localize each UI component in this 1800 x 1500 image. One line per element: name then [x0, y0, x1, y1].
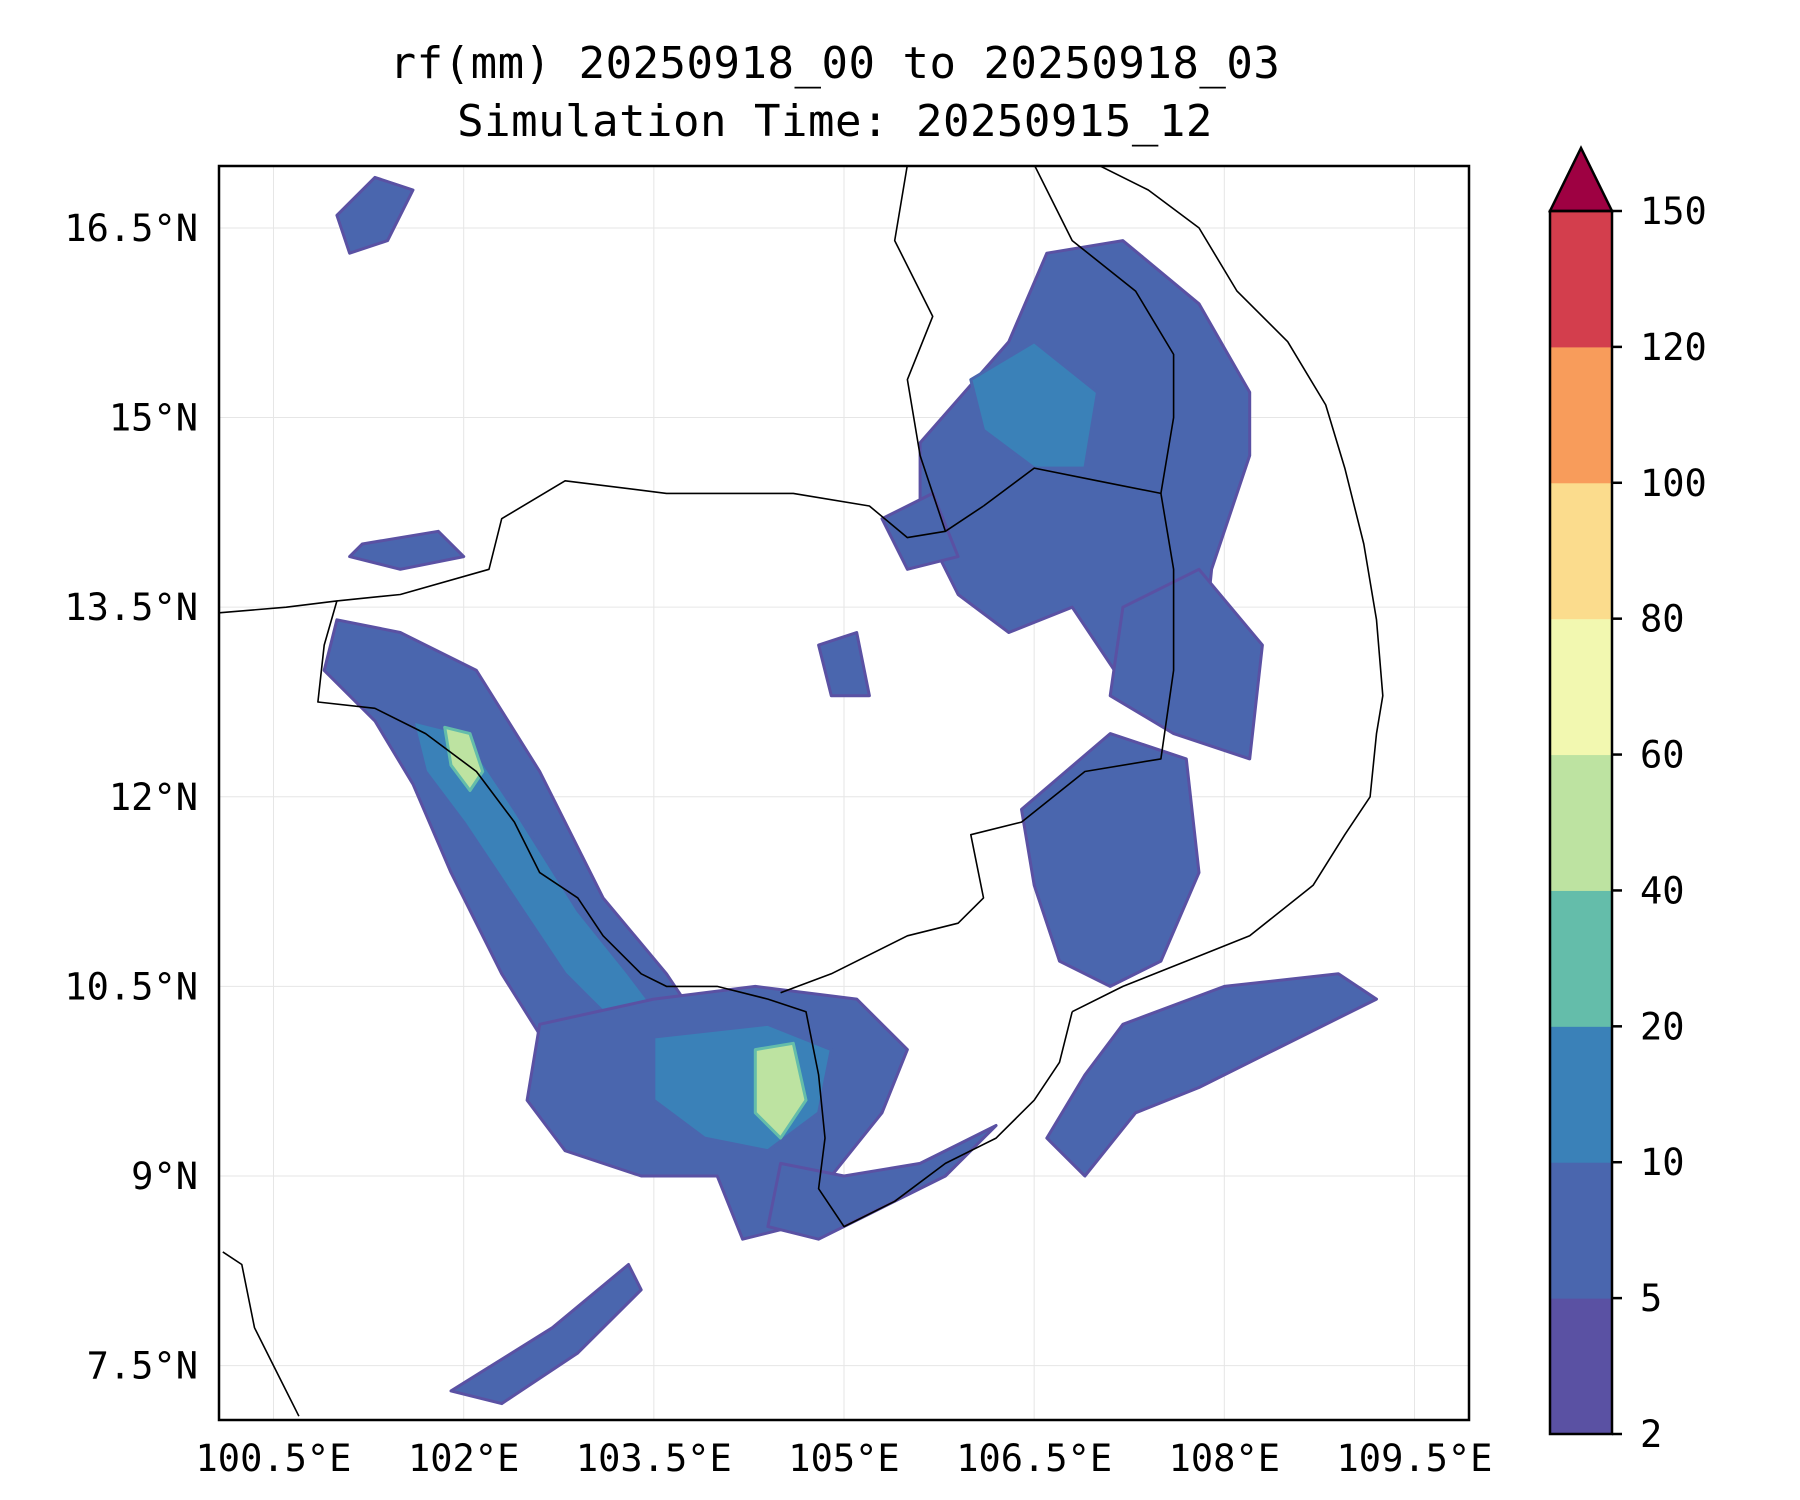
colorbar-band	[1550, 482, 1612, 620]
coastline-gulf-west	[219, 600, 1073, 1228]
latitude-ticks: 7.5°N 9°N 10.5°N 12°N 13.5°N 15°N 16.5°N	[64, 207, 198, 1388]
colorbar-band	[1550, 211, 1612, 348]
y-tick-label: 15°N	[109, 397, 198, 440]
colorbar-tick-label: 10	[1640, 1141, 1685, 1184]
y-tick-label: 12°N	[109, 776, 198, 819]
gridlines	[219, 166, 1469, 1420]
rainfall-field	[322, 175, 1378, 1406]
map-title-line-1: rf(mm) 20250918_00 to 20250918_03	[389, 38, 1281, 89]
longitude-ticks: 100.5°E 102°E 103.5°E 105°E 106.5°E 108°E 109.…	[196, 1437, 1493, 1480]
colorbar-tick-label: 5	[1640, 1277, 1662, 1320]
rain-area-south-vietnam-coast-band	[1045, 972, 1378, 1178]
colorbar-band	[1550, 618, 1612, 756]
colorbar-band	[1550, 1298, 1612, 1435]
border-laos-west	[893, 166, 947, 532]
colorbar-band	[1550, 1162, 1612, 1299]
y-tick-label: 16.5°N	[64, 207, 198, 250]
map-frame	[217, 164, 1471, 1422]
colorbar-tick-label: 40	[1640, 869, 1685, 912]
rain-area-central-highlands-band	[1108, 567, 1264, 761]
rain-area-gulf-west-peak	[443, 725, 485, 792]
coastline-malaysia	[222, 1251, 300, 1417]
colorbar-tick-label: 100	[1640, 462, 1707, 505]
rain-area-gulf-south-band	[449, 1263, 643, 1406]
y-tick-label: 7.5°N	[87, 1345, 198, 1388]
x-tick-label: 105°E	[788, 1437, 899, 1480]
x-tick-label: 102°E	[408, 1437, 519, 1480]
colorbar-tick-label: 60	[1640, 734, 1685, 777]
colorbar-band	[1550, 346, 1612, 484]
border-laos-vietnam	[1033, 166, 1175, 494]
border-cambodia-vietnam	[780, 467, 1175, 994]
x-tick-label: 106.5°E	[956, 1437, 1112, 1480]
colorbar-band	[1550, 890, 1612, 1027]
colorbar-band	[1550, 754, 1612, 891]
y-tick-label: 9°N	[131, 1155, 198, 1198]
colorbar-tick-label: 150	[1640, 190, 1707, 233]
colorbar-tick-label: 2	[1640, 1413, 1662, 1456]
rain-area-cambodia-mid-cell	[817, 631, 871, 698]
x-tick-label: 100.5°E	[196, 1437, 352, 1480]
x-tick-label: 103.5°E	[576, 1437, 732, 1480]
colorbar-tick-label: 20	[1640, 1005, 1685, 1048]
rain-area-laos-north-core	[969, 340, 1099, 470]
colorbar-extend-triangle	[1547, 145, 1615, 213]
colorbar-band	[1550, 1026, 1612, 1163]
coastline-vietnam-east	[1071, 166, 1384, 1013]
colorbar: 2 5 10 20 40 60 80 100 120 150	[1547, 145, 1707, 1456]
rain-area-ca-mau-band	[766, 1124, 998, 1241]
border-thailand-cambodia	[336, 479, 984, 602]
colorbar-tick-label: 80	[1640, 598, 1685, 641]
rain-area-phu-quoc-peak	[753, 1041, 808, 1140]
y-tick-label: 13.5°N	[64, 586, 198, 629]
colorbar-frame	[1548, 209, 1614, 1436]
coastline-layer	[219, 166, 1384, 1417]
x-tick-label: 109.5°E	[1337, 1437, 1493, 1480]
map-title-line-2: Simulation Time: 20250915_12	[457, 96, 1213, 147]
rain-area-thailand-north-cell	[335, 175, 415, 255]
rain-area-east-cambodia-band	[1020, 732, 1201, 988]
y-tick-label: 10.5°N	[64, 965, 198, 1008]
colorbar-tick-label: 120	[1640, 326, 1707, 369]
rain-area-thailand-west-cell	[348, 529, 466, 571]
x-tick-label: 108°E	[1169, 1437, 1280, 1480]
